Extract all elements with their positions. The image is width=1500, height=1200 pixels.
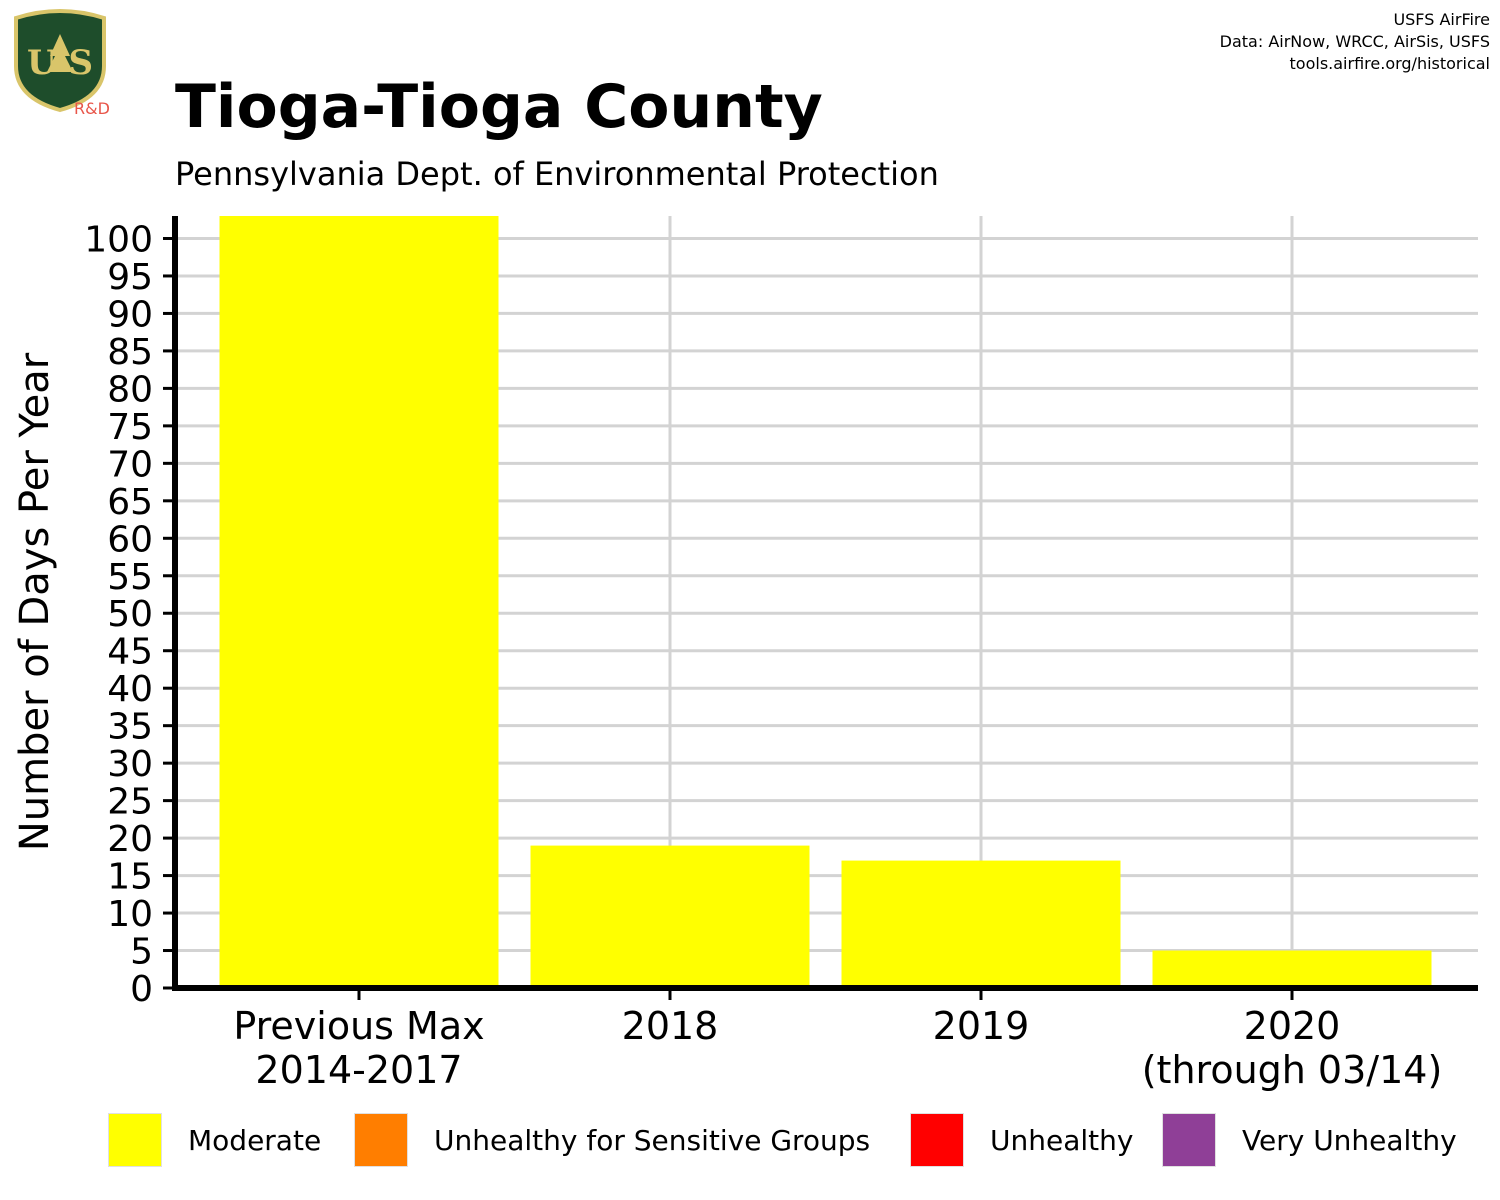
legend-label-very-unhealthy: Very Unhealthy (1242, 1123, 1457, 1157)
x-tick-label: 2018 (622, 1004, 719, 1048)
legend-item-unhealthy: Unhealthy (910, 1112, 1133, 1168)
y-tick-label: 10 (107, 894, 153, 935)
legend-swatch-very-unhealthy (1162, 1113, 1216, 1167)
y-tick-label: 80 (107, 369, 153, 410)
legend-label-usg: Unhealthy for Sensitive Groups (434, 1123, 871, 1157)
legend-label-moderate: Moderate (188, 1123, 322, 1157)
bar (1152, 950, 1432, 988)
y-tick-label: 65 (107, 482, 153, 523)
x-tick-label: 2019 (933, 1004, 1030, 1048)
x-tick-label: Previous Max (233, 1004, 484, 1048)
y-tick-label: 75 (107, 407, 153, 448)
legend-swatch-moderate (108, 1113, 162, 1167)
y-tick-label: 20 (107, 819, 153, 860)
y-tick-label: 45 (107, 632, 153, 673)
bar (841, 860, 1121, 988)
legend-item-moderate: Moderate (108, 1112, 321, 1168)
x-tick-label: (through 03/14) (1142, 1048, 1443, 1092)
y-tick-label: 90 (107, 294, 153, 335)
y-tick-label: 35 (107, 707, 153, 748)
y-tick-label: 30 (107, 744, 153, 785)
y-tick-label: 0 (130, 969, 153, 1010)
usfs-shield-icon: U S (14, 9, 106, 113)
y-tick-label: 15 (107, 857, 153, 898)
legend-item-usg: Unhealthy for Sensitive Groups (354, 1112, 870, 1168)
legend-label-unhealthy: Unhealthy (990, 1123, 1134, 1157)
legend-item-very-unhealthy: Very Unhealthy (1162, 1112, 1457, 1168)
y-tick-labels: 0510152025303540455055606570758085909510… (84, 219, 153, 1010)
y-tick-label: 85 (107, 332, 153, 373)
y-tick-label: 60 (107, 519, 153, 560)
credit-line-1: USFS AirFire (1393, 10, 1490, 29)
y-axis-label: Number of Days Per Year (12, 352, 58, 852)
x-tick-label: 2020 (1244, 1004, 1341, 1048)
legend-swatch-usg (354, 1113, 408, 1167)
x-tick-label: 2014-2017 (255, 1048, 462, 1092)
y-tick-label: 25 (107, 782, 153, 823)
y-tick-label: 40 (107, 669, 153, 710)
y-tick-label: 5 (130, 932, 153, 973)
logo-caption: R&D (74, 99, 110, 118)
chart-subtitle: Pennsylvania Dept. of Environmental Prot… (175, 155, 939, 193)
bar (530, 845, 810, 988)
y-tick-label: 50 (107, 594, 153, 635)
legend-swatch-unhealthy (910, 1113, 964, 1167)
y-tick-label: 100 (84, 219, 153, 260)
y-tick-label: 95 (107, 257, 153, 298)
y-tick-label: 70 (107, 444, 153, 485)
bars (219, 216, 1432, 988)
logo-tree (47, 34, 73, 72)
credit-line-2: Data: AirNow, WRCC, AirSis, USFS (1219, 32, 1490, 51)
y-tick-label: 55 (107, 557, 153, 598)
credit-line-3: tools.airfire.org/historical (1289, 54, 1490, 73)
axes (163, 216, 1478, 1000)
bar (219, 216, 499, 988)
chart-title: Tioga-Tioga County (175, 72, 823, 142)
